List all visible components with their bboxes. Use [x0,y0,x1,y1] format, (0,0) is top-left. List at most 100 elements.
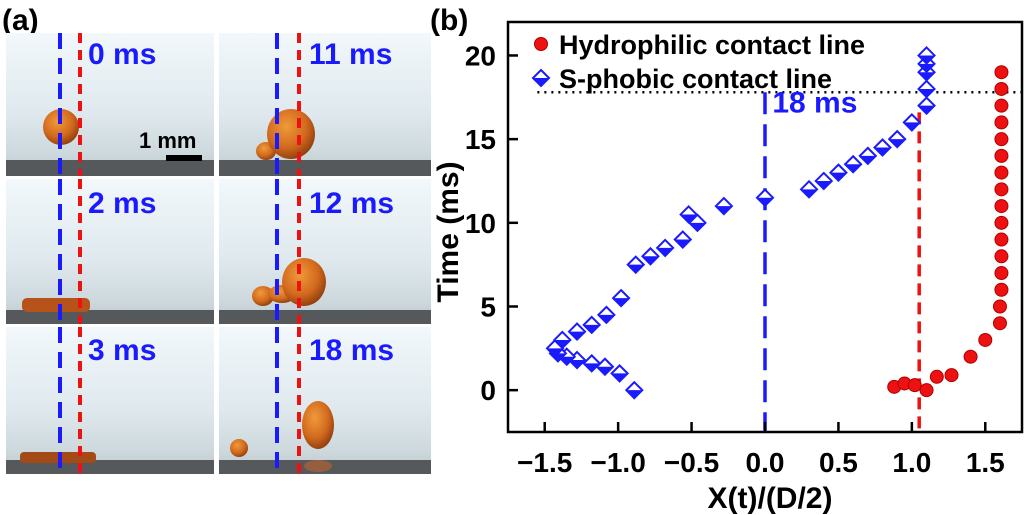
frame-time-label: 0 ms [88,38,156,71]
droplet-reflection [304,460,332,472]
hydrophilic-point [992,299,1007,314]
hydrophilic-point [907,378,922,393]
annotation-label: 18 ms [772,86,857,119]
frame-12ms: 12 ms [219,179,431,324]
hydrophilic-point [994,199,1009,214]
hydrophilic-point [994,182,1009,197]
y-tick-label: 0 [480,375,496,406]
frame-18ms: 18 ms [219,327,431,474]
legend-marker-hydrophilic [534,37,548,51]
hydrophilic-point [994,165,1009,180]
hydrophilic-point [929,369,944,384]
y-tick-label: 5 [480,291,496,322]
sphobic-point-fill [583,363,600,372]
hydrophilic-point [992,316,1007,331]
frame-time-label: 2 ms [88,187,156,220]
sphobic-point-fill [554,339,571,348]
sphobic-point-fill [918,72,935,81]
y-tick-label: 20 [465,40,496,71]
frame-11ms: 11 ms [219,33,431,176]
panel-a-photo-grid: (a) 0 ms 1 mm 11 ms 2 ms 12 m [2,4,431,474]
sphobic-point-fill [918,63,935,72]
frame-time-label: 11 ms [309,38,392,71]
droplet [230,439,248,457]
reference-lines [763,92,921,432]
frame-time-label: 3 ms [88,334,156,367]
hydrophilic-point [994,215,1009,230]
sphobic-point-fill [801,189,818,198]
droplet [252,286,274,306]
sphobic-point-fill [598,314,615,323]
sphobic-point-fill [815,180,832,189]
sphobic-point-fill [674,239,691,248]
sphobic-point-fill [642,256,659,265]
scale-bar-label: 1 mm [139,128,196,153]
sphobic-point-fill [918,105,935,114]
x-tick-label: 0.0 [746,447,785,478]
x-axis-title: X(t)/(D/2) [708,482,833,515]
legend: Hydrophilic contact line S-phobic contact… [531,30,865,94]
sphobic-point-fill [657,247,674,256]
y-tick-label: 10 [465,208,496,239]
hydrophilic-point [944,368,959,383]
droplet [267,109,315,159]
hydrophilic-point [994,98,1009,113]
annotation: 18 ms [537,86,1022,119]
x-tick-label: 1.0 [892,447,931,478]
legend-label-hydrophilic: Hydrophilic contact line [559,30,865,60]
sphobic-point-fill [626,390,643,399]
sphobic-point-fill [903,122,920,131]
hydrophilic-point [963,349,978,364]
sphobic-point-fill [558,356,575,365]
x-tick-label: −0.5 [664,447,719,478]
sphobic-point-fill [889,139,906,148]
sphobic-point-fill [583,324,600,333]
sphobic-point-fill [596,366,613,375]
x-tick-label: −1.5 [517,447,572,478]
hydrophilic-point [994,249,1009,264]
x-tick-label: 0.5 [819,447,858,478]
hydrophilic-point [994,132,1009,147]
legend-label-sphobic: S-phobic contact line [559,64,832,94]
sphobic-point-fill [569,360,586,369]
x-tick-label: 1.5 [966,447,1005,478]
frame-3ms: 3 ms [6,327,214,474]
panel-a-label: (a) [2,4,39,37]
scale-bar [166,155,202,161]
droplet [282,258,326,306]
y-tick-label: 15 [465,124,496,155]
hydrophilic-point [994,266,1009,281]
hydrophilic-point [994,282,1009,297]
sphobic-point-fill [874,147,891,156]
sphobic-point-fill [546,348,563,357]
droplet [302,401,334,449]
hydrophilic-point [978,332,993,347]
x-tick-label: −1.0 [591,447,646,478]
sphobic-point-fill [680,214,697,223]
droplet [22,298,90,312]
hydrophilic-point [994,148,1009,163]
frame-time-label: 12 ms [309,187,394,220]
sphobic-point-fill [715,206,732,215]
y-axis-title: Time (ms) [432,161,465,302]
axis-ticks: −1.5 −1.0 −0.5 0.0 0.5 1.0 1.5 0 5 10 15 20 [465,40,1005,478]
hydrophilic-point [994,232,1009,247]
hydrophilic-point [994,65,1009,80]
sphobic-point-fill [611,373,628,382]
frame-time-label: 18 ms [309,334,394,367]
legend-marker-sphobic-fill [533,78,549,86]
panel-b-chart: (b) 18 ms −1.5 −1.0 −0.5 0.0 0.5 1.0 1.5 0 5 10 15… [430,4,1024,515]
panel-b-label: (b) [430,4,468,37]
sphobic-point-fill [859,155,876,164]
hydrophilic-point [919,383,934,398]
sphobic-point-fill [569,331,586,340]
sphobic-point-fill [918,55,935,64]
sphobic-point-fill [613,298,630,307]
sphobic-point-fill [830,172,847,181]
sphobic-point-fill [845,164,862,173]
sphobic-point-fill [627,264,644,273]
frame-0ms: 0 ms 1 mm [6,33,214,176]
sphobic-point-fill [757,197,773,206]
sphobic-point-fill [689,222,706,231]
droplet [43,109,79,145]
